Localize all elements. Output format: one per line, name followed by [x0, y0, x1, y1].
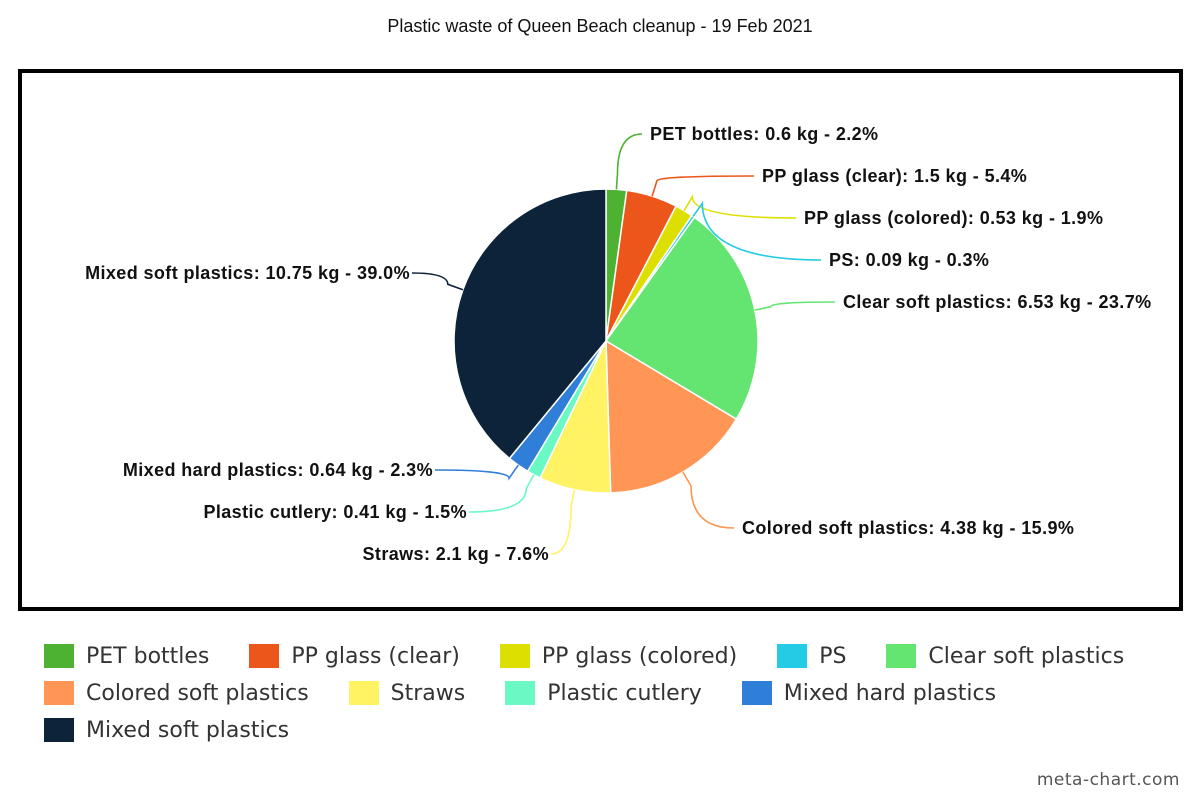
connector-colored-soft-plastics: [682, 471, 735, 529]
pie-slice-colored-soft-plastics[interactable]: [605, 340, 738, 494]
legend-label: PP glass (clear): [291, 643, 460, 669]
connector-straws: [550, 489, 576, 555]
legend-label: Clear soft plastics: [928, 643, 1125, 669]
legend-label: PET bottles: [86, 643, 210, 669]
legend-item-straws[interactable]: Straws: [348, 680, 466, 706]
legend-item-pp-glass-colored[interactable]: PP glass (colored): [499, 643, 738, 669]
legend-label: Plastic cutlery: [547, 680, 702, 706]
data-label-straws: Straws: 2.1 kg - 7.6%: [363, 544, 549, 564]
connector-ps: [692, 200, 822, 261]
legend-item-mixed-hard-plastics[interactable]: Mixed hard plastics: [741, 680, 997, 706]
legend-item-clear-soft-plastics[interactable]: Clear soft plastics: [886, 643, 1125, 669]
legend-label: PS: [819, 643, 847, 669]
legend-swatch: [44, 718, 74, 742]
legend-label: Straws: [390, 680, 466, 706]
chart-title: Plastic waste of Queen Beach cleanup - 1…: [387, 16, 813, 36]
data-label-mixed-hard-plastics: Mixed hard plastics: 0.64 kg - 2.3%: [123, 460, 433, 480]
data-label-mixed-soft-plastics: Mixed soft plastics: 10.75 kg - 39.0%: [85, 263, 410, 283]
connector-mixed-hard-plastics: [434, 464, 519, 481]
data-label-pet-bottles: PET bottles: 0.6 kg - 2.2%: [650, 124, 878, 144]
legend-item-ps[interactable]: PS: [777, 643, 847, 669]
legend-label: Mixed hard plastics: [783, 680, 997, 706]
legend-label: Mixed soft plastics: [86, 717, 290, 743]
pie-slice-mixed-soft-plastics[interactable]: [453, 188, 607, 460]
legend-swatch: [44, 681, 74, 705]
watermark: meta-chart.com: [1036, 770, 1180, 790]
connector-mixed-soft-plastics: [411, 272, 464, 291]
connector-pet-bottles: [615, 133, 643, 190]
legend-item-pet-bottles[interactable]: PET bottles: [44, 643, 210, 669]
legend-item-pp-glass-clear[interactable]: PP glass (clear): [249, 643, 460, 669]
connector-plastic-cutlery: [468, 474, 535, 513]
legend-label: PP glass (colored): [541, 643, 738, 669]
data-label-plastic-cutlery: Plastic cutlery: 0.41 kg - 1.5%: [203, 502, 467, 522]
legend-swatch: [44, 644, 74, 668]
legend-swatch: [886, 644, 917, 668]
legend-swatch: [741, 681, 772, 705]
legend-item-mixed-soft-plastics[interactable]: Mixed soft plastics: [44, 717, 290, 743]
legend-swatch: [348, 681, 379, 705]
data-label-colored-soft-plastics: Colored soft plastics: 4.38 kg - 15.9%: [742, 518, 1074, 538]
data-label-clear-soft-plastics: Clear soft plastics: 6.53 kg - 23.7%: [843, 292, 1152, 312]
legend-swatch: [505, 681, 536, 705]
legend-item-colored-soft-plastics[interactable]: Colored soft plastics: [44, 680, 309, 706]
legend-label: Colored soft plastics: [86, 680, 309, 706]
legend-swatch: [777, 644, 808, 668]
pie-chart: PET bottles: 0.6 kg - 2.2% PP glass (clea…: [18, 69, 1183, 611]
connector-clear-soft-plastics: [754, 301, 836, 311]
legend-swatch: [249, 644, 280, 668]
data-label-pp-glass-colored: PP glass (colored): 0.53 kg - 1.9%: [804, 208, 1103, 228]
data-label-ps: PS: 0.09 kg - 0.3%: [829, 250, 989, 270]
legend: PET bottles PP glass (clear) PP glass (col…: [44, 643, 1184, 743]
legend-item-plastic-cutlery[interactable]: Plastic cutlery: [505, 680, 702, 706]
connector-pp-glass-colored: [683, 194, 797, 219]
legend-swatch: [499, 644, 530, 668]
connector-pp-glass-clear: [651, 175, 755, 197]
data-label-pp-glass-clear: PP glass (clear): 1.5 kg - 5.4%: [762, 166, 1027, 186]
